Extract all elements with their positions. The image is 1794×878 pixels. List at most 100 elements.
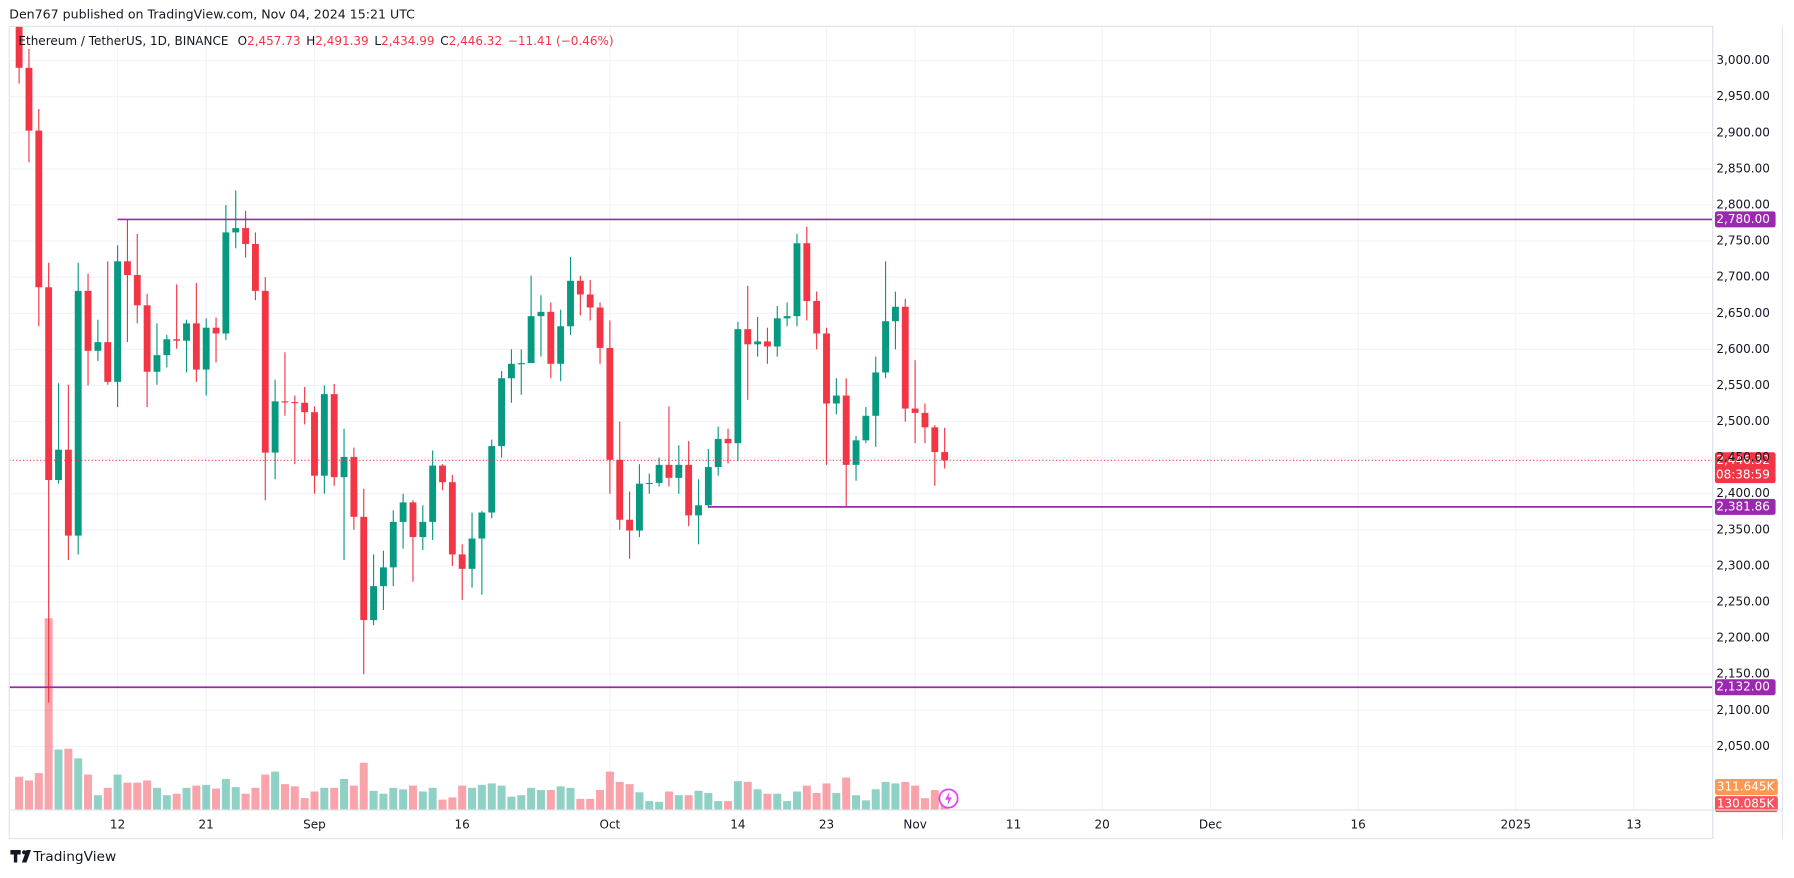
candle-body [64, 449, 72, 536]
candle-body [232, 228, 240, 233]
candle-body [45, 287, 53, 481]
volume-bar [605, 771, 614, 810]
candle-body [665, 464, 673, 478]
candle-body [891, 306, 899, 322]
candle-body [251, 243, 259, 291]
volume-bar [428, 787, 437, 810]
candle-body [616, 459, 624, 520]
candle-body [931, 427, 939, 453]
candle-body [576, 280, 584, 295]
candle-body [114, 261, 122, 382]
volume-bar [881, 781, 890, 810]
y-tick-label: 2,700.00 [1716, 270, 1769, 284]
x-tick-label: 2025 [1500, 817, 1531, 831]
volume-bar [320, 787, 329, 810]
volume-bar [103, 787, 112, 810]
y-tick-label: 2,600.00 [1716, 342, 1769, 356]
volume-bar [920, 798, 929, 810]
volume-tag [1714, 796, 1778, 813]
last-price-label: 2,446.32 [1716, 453, 1769, 467]
level-layer: 2,780.00 2,381.86 2,132.00 2,446.3208:38:59… [9, 211, 1778, 813]
x-tick-label: 13 [1626, 817, 1641, 831]
candle-body [685, 464, 693, 516]
x-tick-label: 20 [1095, 817, 1110, 831]
y-tick-label: 2,550.00 [1716, 378, 1769, 392]
legend-key: C [440, 34, 448, 48]
candle-body [192, 323, 200, 370]
candle-body [360, 516, 368, 621]
x-tick-label: 11 [1006, 817, 1021, 831]
volume-bar [44, 618, 53, 810]
volume-bar [802, 785, 811, 810]
volume-bar [625, 784, 634, 810]
candle-body [527, 316, 535, 364]
volume-bar [399, 789, 408, 810]
volume-bar [84, 774, 93, 810]
candle-body [803, 243, 811, 301]
candle-body [311, 412, 318, 476]
candle-body [537, 311, 545, 317]
candle-body [409, 502, 417, 538]
candle-body [813, 300, 821, 334]
y-tick-label: 2,650.00 [1716, 306, 1769, 320]
volume-bar [93, 795, 102, 810]
volume-bar [517, 795, 526, 810]
candle-body [478, 512, 486, 539]
legend-value: 2,446.32 [449, 34, 502, 48]
candle-body [330, 394, 338, 478]
volume-bar [212, 788, 221, 810]
candle-body [183, 323, 190, 341]
level-tag [1714, 679, 1776, 696]
candle-body [143, 305, 151, 372]
volume-bar [54, 749, 63, 810]
candle-body [429, 465, 437, 522]
x-tick-label: Dec [1199, 817, 1222, 831]
volume-bar [763, 793, 772, 810]
candle-body [202, 327, 210, 370]
volume-bar [74, 758, 83, 810]
volume-bar [911, 785, 920, 810]
volume-bar [753, 789, 762, 810]
candle-body [842, 395, 850, 465]
volume-bar [438, 799, 447, 810]
volume-tag-label: 130.085K [1717, 797, 1776, 811]
candle-body [153, 355, 161, 372]
volume-layer [15, 618, 949, 810]
volume-bar [655, 801, 664, 810]
candle-body [379, 567, 387, 587]
volume-bar [143, 780, 152, 810]
volume-bar [812, 792, 821, 810]
volume-bar [635, 792, 644, 810]
volume-bar [487, 783, 496, 810]
lightning-icon [938, 788, 959, 809]
level-tag-label: 2,381.86 [1716, 499, 1769, 513]
candle-body [872, 372, 880, 416]
candle-body [911, 408, 919, 413]
volume-bar [477, 784, 486, 810]
candle-body [695, 505, 702, 516]
candle-body [635, 483, 643, 531]
candle-body [744, 329, 752, 345]
candle-body [714, 438, 722, 468]
candle-body [261, 290, 269, 453]
volume-bar [743, 781, 752, 810]
candle-body [882, 321, 890, 373]
volume-bar [871, 789, 880, 810]
volume-bar [369, 790, 378, 810]
volume-bar [418, 791, 427, 810]
candle-body [704, 467, 712, 506]
volume-bar [822, 783, 831, 810]
candle-body [15, 26, 23, 68]
volume-bar [113, 774, 122, 810]
volume-bar [901, 781, 910, 810]
last-price-tag [1714, 452, 1776, 484]
candle-body [55, 449, 62, 481]
candle-body [901, 306, 909, 409]
volume-bar [497, 785, 506, 810]
candle-body [281, 401, 289, 403]
candle-body [547, 311, 555, 364]
candle-body [212, 327, 220, 334]
volume-bar [162, 795, 171, 810]
legend-value: 2,491.39 [315, 34, 368, 48]
legend-value: 2,457.73 [247, 34, 300, 48]
